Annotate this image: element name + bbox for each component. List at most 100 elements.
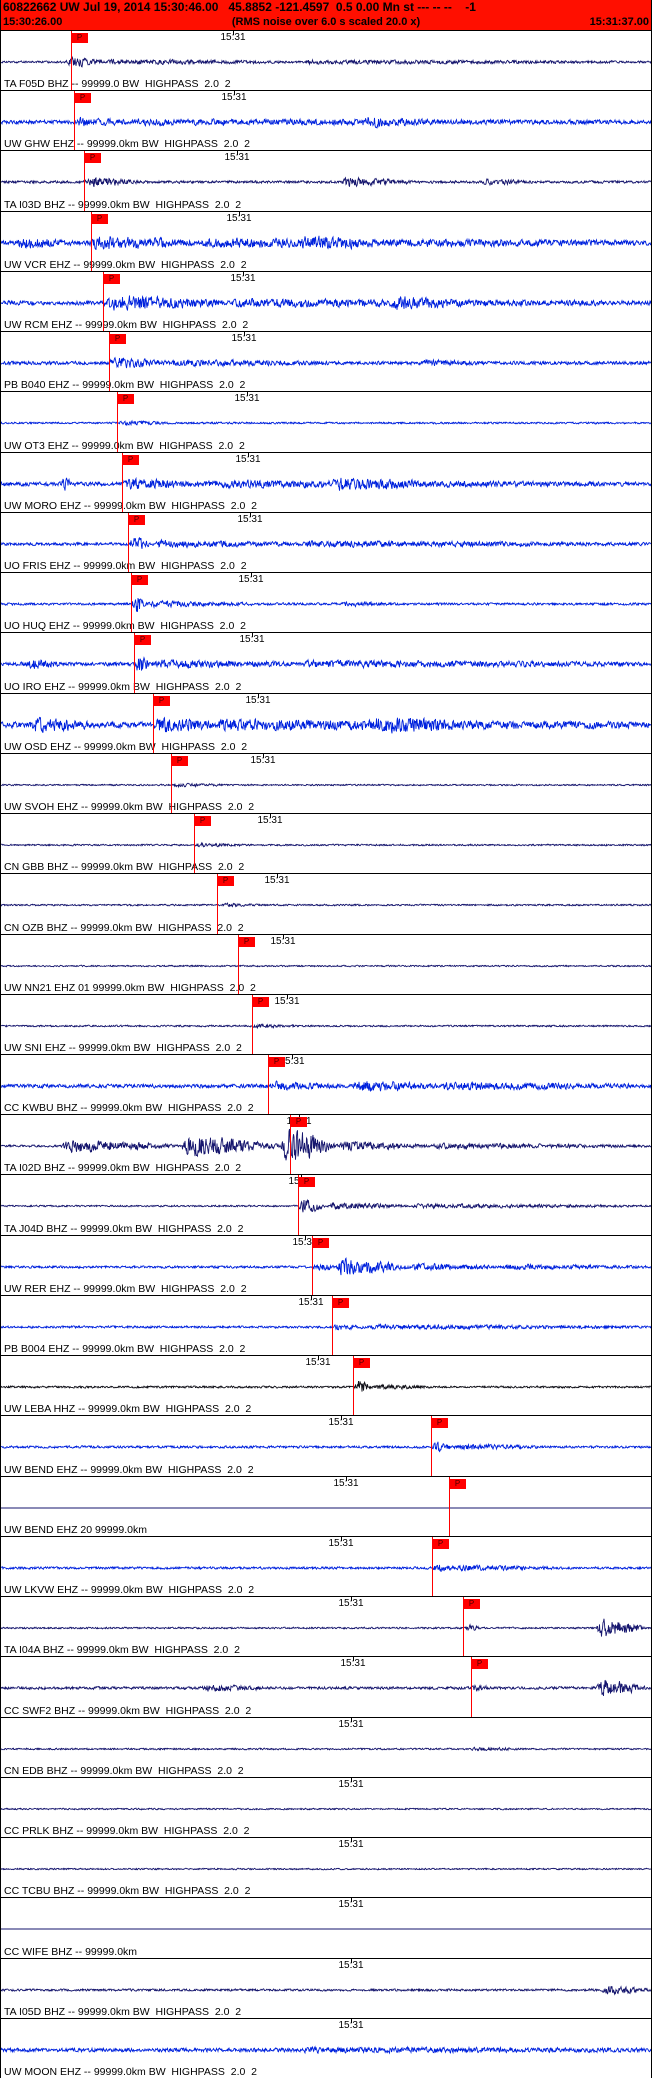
pick-flag[interactable]: P: [332, 1297, 349, 1308]
pick-line[interactable]: [332, 1295, 333, 1356]
trace-panel[interactable]: 15:31 P PB B040 EHZ -- 99999.0km BW HIGH…: [1, 331, 651, 392]
time-tick-label: 15:31: [305, 1357, 331, 1369]
pick-flag[interactable]: P: [153, 695, 170, 706]
trace-panel[interactable]: 15:31 P UW SVOH EHZ -- 99999.0km BW HIGH…: [1, 752, 651, 814]
pick-flag[interactable]: P: [432, 1538, 449, 1549]
pick-flag[interactable]: P: [463, 1599, 480, 1610]
pick-line[interactable]: [103, 271, 104, 332]
pick-flag[interactable]: P: [117, 394, 134, 405]
station-label: TA I03D BHZ -- 99999.0km BW HIGHPASS 2.0…: [4, 198, 242, 211]
trace-panel[interactable]: 15:31 P PB B004 EHZ -- 99999.0km BW HIGH…: [1, 1294, 651, 1356]
trace-panel[interactable]: 15:31 P UW LEBA HHZ -- 99999.0km BW HIGH…: [1, 1355, 651, 1416]
trace-panel[interactable]: 15:31 P TA F05D BHZ -- 99999.0 BW HIGHPA…: [1, 30, 651, 91]
trace-panel[interactable]: 15:31 P UW LKVW EHZ -- 99999.0km BW HIGH…: [1, 1535, 651, 1597]
pick-flag[interactable]: P: [71, 33, 88, 43]
pick-flag[interactable]: P: [194, 816, 211, 827]
pick-line[interactable]: [431, 1416, 432, 1476]
pick-flag[interactable]: P: [471, 1659, 488, 1670]
pick-flag[interactable]: P: [74, 93, 91, 104]
pick-flag[interactable]: P: [91, 213, 108, 224]
time-tick-label: 15:31: [328, 1417, 354, 1429]
trace-panel[interactable]: 15:31 P TA I04A BHZ -- 99999.0km BW HIGH…: [1, 1596, 651, 1657]
pick-flag[interactable]: P: [122, 454, 139, 465]
pick-flag[interactable]: P: [103, 273, 120, 284]
pick-line[interactable]: [153, 693, 154, 753]
pick-flag[interactable]: P: [353, 1358, 370, 1369]
trace-panel[interactable]: 15:31 P UW GHW EHZ -- 99999.0km BW HIGHP…: [1, 90, 651, 151]
pick-line[interactable]: [128, 512, 129, 573]
trace-panel[interactable]: 15:31 P UW NN21 EHZ 01 99999.0km BW HIGH…: [1, 933, 651, 994]
trace-panel[interactable]: 15:31 UW MOON EHZ -- 99999.0km BW HIGHPA…: [1, 2017, 651, 2078]
trace-panel[interactable]: 15:31 P UW BEND EHZ -- 99999.0km BW HIGH…: [1, 1415, 651, 1476]
pick-line[interactable]: [463, 1597, 464, 1657]
pick-line[interactable]: [171, 753, 172, 814]
pick-flag[interactable]: P: [238, 936, 255, 947]
trace-panel[interactable]: 15:31 CN EDB BHZ -- 99999.0km BW HIGHPAS…: [1, 1716, 651, 1777]
pick-line[interactable]: [217, 874, 218, 934]
pick-line[interactable]: [91, 211, 92, 271]
trace-panel[interactable]: 15:31 P UO HUQ EHZ -- 99999.0km BW HIGHP…: [1, 572, 651, 633]
station-label: PB B004 EHZ -- 99999.0km BW HIGHPASS 2.0…: [4, 1343, 246, 1356]
pick-line[interactable]: [449, 1476, 450, 1536]
station-label: PB B040 EHZ -- 99999.0km BW HIGHPASS 2.0…: [4, 379, 246, 392]
pick-flag[interactable]: P: [128, 514, 145, 525]
pick-line[interactable]: [122, 452, 123, 512]
trace-panel[interactable]: 15:31 P CC KWBU BHZ -- 99999.0km BW HIGH…: [1, 1053, 651, 1115]
trace-panel[interactable]: 15:31 P UW OT3 EHZ -- 99999.0km BW HIGHP…: [1, 391, 651, 452]
pick-flag[interactable]: P: [252, 996, 269, 1007]
trace-panel[interactable]: 15:31 P UO FRIS EHZ -- 99999.0km BW HIGH…: [1, 511, 651, 573]
pick-line[interactable]: [194, 814, 195, 874]
trace-panel[interactable]: 15:31 P UW RCM EHZ -- 99999.0km BW HIGHP…: [1, 270, 651, 332]
trace-panel[interactable]: 15:31 P CC SWF2 BHZ -- 99999.0km BW HIGH…: [1, 1656, 651, 1717]
trace-panel[interactable]: 15:31 P UO IRO EHZ -- 99999.0km BW HIGHP…: [1, 632, 651, 693]
pick-flag[interactable]: P: [298, 1177, 315, 1188]
trace-panel[interactable]: 15:31 TA I05D BHZ -- 99999.0km BW HIGHPA…: [1, 1957, 651, 2018]
pick-flag[interactable]: P: [449, 1478, 466, 1489]
waveform: [1, 235, 651, 251]
pick-line[interactable]: [238, 934, 239, 994]
trace-panel[interactable]: 15:31 P CN OZB BHZ -- 99999.0km BW HIGHP…: [1, 873, 651, 934]
pick-line[interactable]: [117, 392, 118, 452]
pick-line[interactable]: [290, 1115, 291, 1175]
pick-flag[interactable]: P: [109, 334, 126, 345]
trace-panel[interactable]: 15:31 P TA I03D BHZ -- 99999.0km BW HIGH…: [1, 150, 651, 211]
pick-line[interactable]: [84, 151, 85, 211]
pick-line[interactable]: [312, 1235, 313, 1295]
pick-line[interactable]: [134, 633, 135, 693]
pick-flag[interactable]: P: [217, 876, 234, 887]
trace-panel[interactable]: 15:31 P UW BEND EHZ 20 99999.0km: [1, 1475, 651, 1536]
trace-panel[interactable]: 15:31 CC PRLK BHZ -- 99999.0km BW HIGHPA…: [1, 1776, 651, 1838]
pick-flag[interactable]: P: [171, 755, 188, 766]
pick-line[interactable]: [353, 1356, 354, 1416]
trace-panel[interactable]: 15:31 P TA I02D BHZ -- 99999.0km BW HIGH…: [1, 1114, 651, 1175]
waveform: [1, 598, 651, 612]
pick-line[interactable]: [432, 1536, 433, 1597]
waveform: [1, 1442, 651, 1453]
trace-panel[interactable]: 15:31 P UW OSD EHZ -- 99999.0km BW HIGHP…: [1, 692, 651, 753]
waveform: [1, 176, 651, 189]
trace-panel[interactable]: 15:31 P UW MORO EHZ -- 99999.0km BW HIGH…: [1, 451, 651, 512]
pick-flag[interactable]: P: [134, 635, 151, 646]
pick-line[interactable]: [74, 91, 75, 151]
pick-flag[interactable]: P: [312, 1237, 329, 1248]
pick-line[interactable]: [471, 1657, 472, 1717]
pick-line[interactable]: [109, 332, 110, 392]
pick-flag[interactable]: P: [290, 1117, 307, 1128]
pick-line[interactable]: [268, 1054, 269, 1115]
pick-flag[interactable]: P: [431, 1418, 448, 1429]
trace-panel[interactable]: 15:31 CC WIFE BHZ -- 99999.0km: [1, 1897, 651, 1958]
pick-line[interactable]: [252, 994, 253, 1054]
pick-line[interactable]: [298, 1175, 299, 1235]
pick-line[interactable]: [131, 573, 132, 633]
trace-panel[interactable]: 15:31 CC TCBU BHZ -- 99999.0km BW HIGHPA…: [1, 1837, 651, 1898]
pick-line[interactable]: [71, 31, 72, 91]
pick-flag[interactable]: P: [84, 153, 101, 164]
trace-panel[interactable]: 15:31 P UW VCR EHZ -- 99999.0km BW HIGHP…: [1, 210, 651, 271]
trace-panel[interactable]: 15:31 P TA J04D BHZ -- 99999.0km BW HIGH…: [1, 1174, 651, 1235]
trace-panel[interactable]: 15:31 P CN GBB BHZ -- 99999.0km BW HIGHP…: [1, 813, 651, 874]
time-tick-label: 15:31: [340, 1658, 366, 1670]
pick-flag[interactable]: P: [131, 575, 148, 586]
pick-flag[interactable]: P: [268, 1056, 285, 1067]
trace-panel[interactable]: 15:31 P UW RER EHZ -- 99999.0km BW HIGHP…: [1, 1234, 651, 1295]
trace-panel[interactable]: 15:31 P UW SNI EHZ -- 99999.0km BW HIGHP…: [1, 993, 651, 1054]
